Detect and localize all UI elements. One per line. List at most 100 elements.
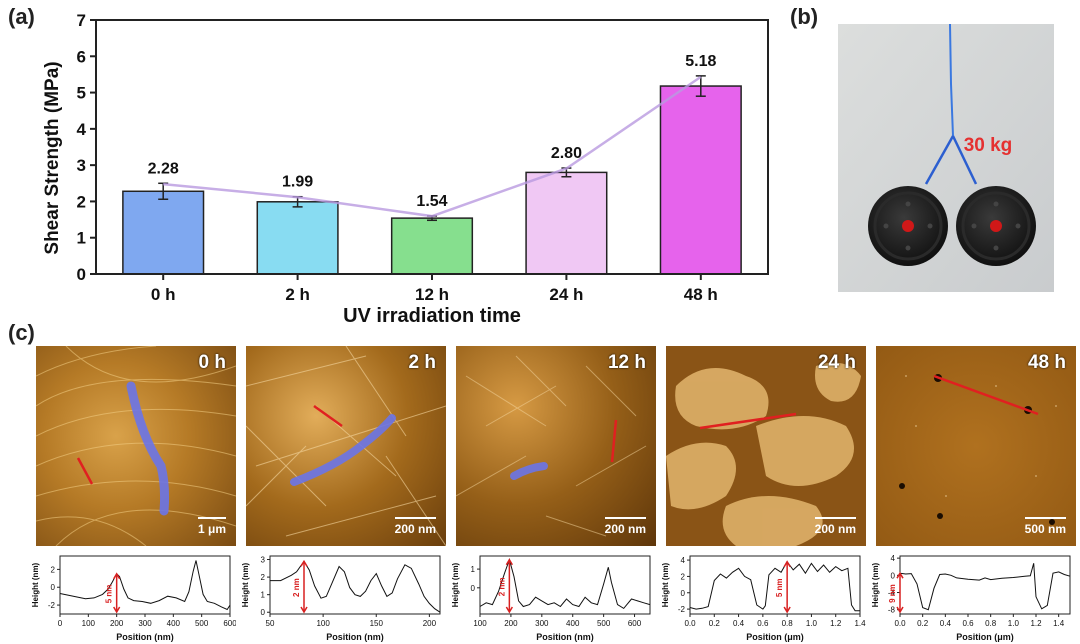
x-tick-label: 12 h bbox=[415, 285, 449, 304]
y-tick-label: 0 bbox=[51, 583, 56, 592]
profile-ylabel: Height (nm) bbox=[451, 562, 460, 607]
profile-trace bbox=[899, 563, 1071, 611]
x-tick-label: 200 bbox=[423, 619, 437, 628]
y-tick-label: 7 bbox=[77, 11, 86, 30]
x-tick-label: 300 bbox=[535, 619, 549, 628]
x-tick-label: 24 h bbox=[549, 285, 583, 304]
scale-bar: 1 μm bbox=[197, 517, 226, 536]
y-tick-label: 4 bbox=[681, 556, 686, 565]
bar-24h bbox=[525, 171, 608, 275]
height-annotation: 2 nm bbox=[292, 578, 301, 597]
profile-frame bbox=[689, 555, 861, 615]
y-tick-label: -4 bbox=[888, 589, 896, 598]
height-profile-24h: 0.0 0.2 0.4 0.6 0.8 1.0 1.2 1.4 4 2 0 -2 5 nm Positio… bbox=[661, 555, 866, 642]
scale-bar: 200 nm bbox=[604, 517, 646, 536]
profile-trace bbox=[689, 560, 860, 612]
panel-a-label: (a) bbox=[8, 4, 35, 29]
profile-xlabel: Position (μm) bbox=[746, 632, 804, 642]
profile-frame bbox=[899, 555, 1071, 615]
afm-time-label: 0 h bbox=[198, 352, 226, 373]
fiber-highlight bbox=[290, 414, 396, 486]
height-annotation: 5 nm bbox=[105, 585, 114, 604]
x-tick-label: 0.2 bbox=[709, 619, 721, 628]
arrow-head-bottom bbox=[505, 606, 514, 614]
arrow-head-bottom bbox=[113, 606, 121, 614]
y-tick-label: 2 bbox=[681, 572, 686, 581]
dumbbell-left-icon bbox=[868, 186, 948, 266]
x-tick-label: 1.2 bbox=[830, 619, 842, 628]
y-tick-label: 4 bbox=[891, 554, 896, 563]
profile-frame bbox=[59, 555, 231, 615]
bar-0h bbox=[122, 190, 205, 275]
profile-xlabel: Position (nm) bbox=[326, 632, 384, 642]
x-tick-label: 200 bbox=[110, 619, 124, 628]
value-label: 1.54 bbox=[416, 193, 447, 210]
profile-ylabel: Height (nm) bbox=[661, 562, 670, 607]
x-tick-label: 0.2 bbox=[917, 619, 929, 628]
value-label: 1.99 bbox=[282, 174, 313, 191]
y-tick-label: 2 bbox=[261, 573, 266, 582]
x-tick-label: 0.8 bbox=[782, 619, 794, 628]
x-tick-label: 1.0 bbox=[806, 619, 818, 628]
y-tick-label: -8 bbox=[888, 606, 896, 615]
x-tick-label: 100 bbox=[82, 619, 96, 628]
x-tick-label: 150 bbox=[370, 619, 384, 628]
weight-photo: 30 kg bbox=[838, 24, 1054, 292]
height-profile-48h: 0.0 0.2 0.4 0.6 0.8 1.0 1.2 1.4 4 0 -4 -8 9 nm Positi… bbox=[871, 554, 1071, 642]
profile-line bbox=[610, 419, 618, 463]
afm-image-2h: 2 h 200 nm bbox=[246, 346, 446, 546]
afm-time-label: 12 h bbox=[607, 352, 646, 373]
x-tick-label: 400 bbox=[167, 619, 181, 628]
x-tick-label: 400 bbox=[566, 619, 580, 628]
x-tick-label: 100 bbox=[473, 619, 487, 628]
arrow-head-top bbox=[896, 571, 904, 579]
y-tick-label: 2 bbox=[51, 565, 56, 574]
x-tick-label: 600 bbox=[628, 619, 642, 628]
panel-c-label: (c) bbox=[8, 320, 35, 345]
y-tick-label: 0 bbox=[681, 589, 686, 598]
x-tick-label: 0.4 bbox=[940, 619, 952, 628]
y-tick-label: -2 bbox=[678, 605, 686, 614]
afm-time-label: 48 h bbox=[1027, 352, 1066, 373]
arrow-head-top bbox=[505, 558, 514, 566]
x-tick-label: 300 bbox=[138, 619, 152, 628]
arrow-head-top bbox=[783, 560, 791, 568]
x-tick-label: 0.0 bbox=[894, 619, 906, 628]
height-annotation: 2 nm bbox=[497, 578, 506, 597]
y-tick-label: 3 bbox=[261, 556, 266, 565]
y-tick-label: -2 bbox=[48, 601, 56, 610]
x-tick-label: 48 h bbox=[684, 285, 718, 304]
arrow-head-bottom bbox=[783, 606, 791, 614]
y-tick-label: 0 bbox=[471, 584, 476, 593]
value-label: 5.18 bbox=[685, 53, 716, 70]
x-tick-label: 1.4 bbox=[1053, 619, 1065, 628]
dumbbell-right-icon bbox=[956, 186, 1036, 266]
scale-bar: 200 nm bbox=[814, 517, 856, 536]
profile-xlabel: Position (nm) bbox=[536, 632, 594, 642]
scale-bar: 500 nm bbox=[1024, 517, 1066, 536]
bar-12h bbox=[390, 217, 474, 275]
value-label: 2.28 bbox=[148, 160, 179, 177]
x-tick-label: 0 bbox=[58, 619, 63, 628]
profile-line bbox=[933, 374, 1039, 416]
trend-line bbox=[163, 75, 702, 218]
profile-frame bbox=[269, 555, 441, 615]
bar-2h bbox=[256, 201, 339, 275]
fiber-highlight bbox=[510, 462, 548, 480]
y-tick-label: 0 bbox=[261, 608, 266, 617]
afm-image-48h: 48 h 500 nm bbox=[876, 346, 1076, 546]
x-tick-label: 200 bbox=[504, 619, 518, 628]
afm-image-24h: 24 h 200 nm bbox=[666, 346, 866, 546]
x-tick-label: 2 h bbox=[285, 285, 310, 304]
profile-trace bbox=[59, 560, 231, 611]
height-annotation: 9 nm bbox=[888, 584, 897, 603]
arrow-head-bottom bbox=[896, 606, 904, 614]
x-tick-label: 500 bbox=[597, 619, 611, 628]
x-tick-label: 500 bbox=[195, 619, 209, 628]
arrow-head-top bbox=[113, 572, 121, 580]
x-tick-label: 600 bbox=[223, 619, 236, 628]
x-axis-label: UV irradiation time bbox=[343, 305, 521, 327]
x-tick-label: 0.4 bbox=[733, 619, 745, 628]
x-tick-label: 50 bbox=[266, 619, 275, 628]
